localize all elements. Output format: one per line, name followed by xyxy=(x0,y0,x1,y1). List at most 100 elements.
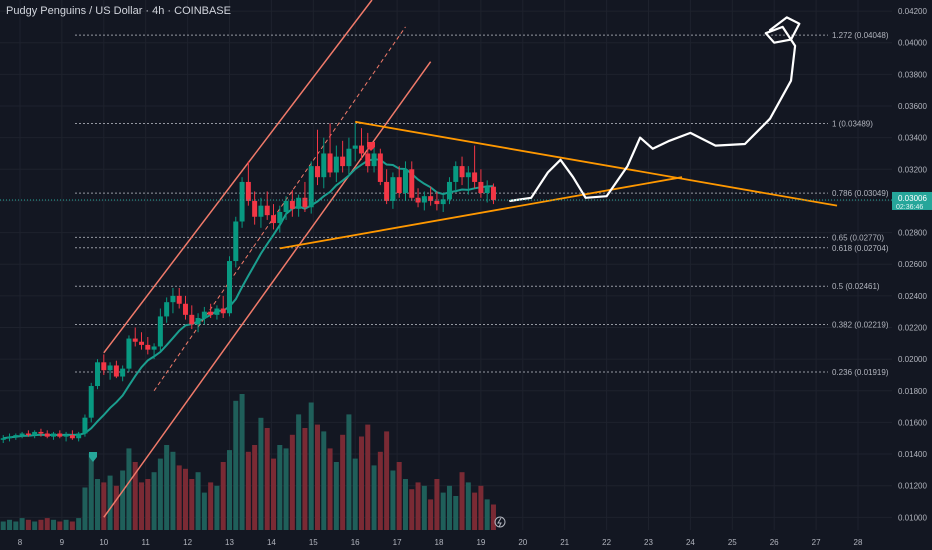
candle-body xyxy=(170,295,176,303)
candle xyxy=(132,327,138,347)
candle-body xyxy=(189,314,195,325)
volume-bar xyxy=(296,414,302,530)
volume-bar xyxy=(0,521,6,530)
fib-label: 0.786 (0.03049) xyxy=(832,189,889,198)
candle xyxy=(201,306,207,325)
candle xyxy=(183,295,189,320)
time-tick-label: 26 xyxy=(770,538,779,547)
candle xyxy=(302,181,308,212)
volume-bar xyxy=(183,468,189,530)
fib-label: 0.5 (0.02461) xyxy=(832,282,880,291)
candle-body xyxy=(321,153,327,178)
time-tick-label: 9 xyxy=(60,538,65,547)
candle-body xyxy=(465,172,471,178)
candle-body xyxy=(245,181,251,201)
price-axis xyxy=(892,0,932,550)
volume-bar xyxy=(32,521,38,530)
volume-bar xyxy=(51,519,57,530)
candle xyxy=(220,295,226,318)
candle xyxy=(157,308,163,352)
volume-bar xyxy=(227,450,232,530)
candle-body xyxy=(296,197,302,209)
time-tick-label: 24 xyxy=(686,538,695,547)
volume-bar xyxy=(333,462,339,530)
candle xyxy=(415,188,421,208)
candle xyxy=(151,343,157,360)
volume-bar xyxy=(308,402,314,530)
price-tick-label: 0.02200 xyxy=(898,323,927,332)
volume-bar xyxy=(340,434,346,530)
candle xyxy=(113,360,119,379)
projection-drawing xyxy=(509,16,801,202)
volume-bar xyxy=(101,482,107,530)
price-tick-label: 0.04000 xyxy=(898,39,927,48)
candle xyxy=(214,305,220,320)
volume-bar xyxy=(145,479,151,530)
volume-bar xyxy=(283,448,289,530)
volume-bar xyxy=(76,518,82,530)
candle xyxy=(421,191,427,211)
candle xyxy=(402,161,408,201)
buy-signal-icon xyxy=(89,452,97,462)
candle xyxy=(82,414,88,437)
candle xyxy=(164,297,170,323)
volume-bar xyxy=(233,400,239,530)
candle-body xyxy=(440,199,446,205)
candle xyxy=(227,256,232,317)
candle-body xyxy=(195,318,201,325)
time-tick-label: 14 xyxy=(267,538,276,547)
candle-body xyxy=(472,172,478,182)
volume-bar xyxy=(484,499,490,530)
fib-label: 0.382 (0.02219) xyxy=(832,320,889,329)
time-tick-label: 13 xyxy=(225,538,234,547)
candle-body xyxy=(95,362,101,387)
price-tick-label: 0.01600 xyxy=(898,418,927,427)
candle-body xyxy=(32,431,38,436)
volume-bar xyxy=(396,462,402,530)
candle-body xyxy=(264,205,270,216)
candle xyxy=(283,196,289,220)
candle-body xyxy=(139,341,145,345)
candle-body xyxy=(446,181,452,200)
candle xyxy=(352,123,358,162)
volume-bars xyxy=(0,394,496,530)
candle-body xyxy=(82,417,88,434)
price-tick-label: 0.01800 xyxy=(898,387,927,396)
candle-body xyxy=(415,197,421,203)
volume-bar xyxy=(346,414,352,530)
candle xyxy=(239,177,245,228)
candle xyxy=(145,336,151,355)
volume-bar xyxy=(264,428,270,530)
candle xyxy=(63,431,69,442)
volume-bar xyxy=(88,453,94,530)
candle-body xyxy=(201,311,207,318)
volume-bar xyxy=(120,470,126,530)
candle xyxy=(258,197,264,228)
candle-body xyxy=(402,169,408,194)
candle-body xyxy=(270,215,276,224)
bar-countdown: 02:36:46 xyxy=(896,204,923,211)
time-tick-label: 12 xyxy=(183,538,192,547)
candle xyxy=(7,433,13,442)
time-tick-label: 27 xyxy=(812,538,821,547)
candle xyxy=(76,431,82,442)
time-tick-label: 10 xyxy=(99,538,108,547)
ascending-channel xyxy=(103,0,432,518)
volume-bar xyxy=(113,485,119,530)
price-tick-label: 0.03400 xyxy=(898,134,927,143)
volume-bar xyxy=(277,445,283,530)
price-tick-label: 0.02800 xyxy=(898,229,927,238)
candle-body xyxy=(409,169,415,198)
candle-body xyxy=(371,153,377,167)
volume-bar xyxy=(170,451,176,530)
volume-bar xyxy=(434,479,440,530)
candle-body xyxy=(13,435,19,437)
candle-body xyxy=(0,438,6,440)
candle-body xyxy=(57,433,63,437)
candle xyxy=(139,332,145,350)
volume-bar xyxy=(57,521,63,530)
volume-bar xyxy=(490,504,496,530)
volume-bar xyxy=(453,496,459,530)
candle-body xyxy=(396,177,402,194)
